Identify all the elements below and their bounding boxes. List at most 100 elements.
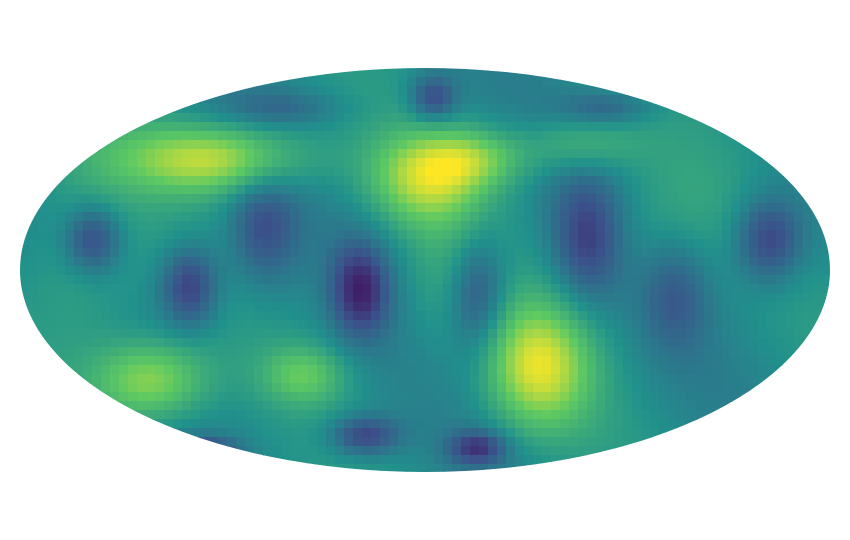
- map-pixel: [389, 257, 399, 267]
- map-pixel: [272, 86, 282, 96]
- map-pixel: [272, 95, 282, 105]
- map-pixel: [812, 257, 822, 267]
- map-pixel: [218, 338, 228, 348]
- map-pixel: [506, 158, 516, 168]
- map-pixel: [20, 248, 30, 258]
- map-pixel: [416, 365, 426, 375]
- map-pixel: [686, 392, 696, 402]
- map-pixel: [416, 374, 426, 384]
- map-pixel: [308, 203, 318, 213]
- map-pixel: [695, 320, 705, 330]
- map-pixel: [722, 356, 732, 366]
- map-pixel: [677, 158, 687, 168]
- map-pixel: [344, 446, 354, 456]
- map-pixel: [308, 365, 318, 375]
- map-pixel: [533, 392, 543, 402]
- map-pixel: [83, 185, 93, 195]
- map-pixel: [407, 446, 417, 456]
- map-pixel: [461, 455, 471, 465]
- map-pixel: [137, 347, 147, 357]
- map-pixel: [209, 392, 219, 402]
- map-pixel: [587, 77, 597, 87]
- map-pixel: [371, 383, 381, 393]
- map-pixel: [317, 383, 327, 393]
- map-pixel: [452, 401, 462, 411]
- map-pixel: [443, 158, 453, 168]
- map-pixel: [605, 95, 615, 105]
- map-pixel: [164, 221, 174, 231]
- map-pixel: [281, 284, 291, 294]
- map-pixel: [173, 248, 183, 258]
- map-pixel: [443, 176, 453, 186]
- map-pixel: [488, 230, 498, 240]
- map-pixel: [281, 374, 291, 384]
- map-pixel: [596, 257, 606, 267]
- map-pixel: [326, 284, 336, 294]
- map-pixel: [515, 365, 525, 375]
- map-pixel: [119, 365, 129, 375]
- map-pixel: [533, 104, 543, 114]
- map-pixel: [695, 383, 705, 393]
- map-pixel: [668, 212, 678, 222]
- map-pixel: [218, 293, 228, 303]
- map-pixel: [560, 329, 570, 339]
- map-pixel: [344, 329, 354, 339]
- map-pixel: [488, 77, 498, 87]
- map-pixel: [254, 104, 264, 114]
- map-pixel: [578, 113, 588, 123]
- map-pixel: [587, 374, 597, 384]
- map-pixel: [461, 131, 471, 141]
- map-pixel: [434, 338, 444, 348]
- map-pixel: [227, 194, 237, 204]
- map-pixel: [227, 158, 237, 168]
- map-pixel: [731, 302, 741, 312]
- map-pixel: [587, 266, 597, 276]
- map-pixel: [740, 365, 750, 375]
- map-pixel: [578, 77, 588, 87]
- map-pixel: [326, 365, 336, 375]
- map-pixel: [290, 419, 300, 429]
- map-pixel: [236, 176, 246, 186]
- map-pixel: [812, 248, 822, 258]
- map-pixel: [542, 293, 552, 303]
- map-pixel: [506, 185, 516, 195]
- map-pixel: [497, 365, 507, 375]
- map-pixel: [218, 347, 228, 357]
- map-pixel: [308, 113, 318, 123]
- map-pixel: [218, 95, 228, 105]
- map-pixel: [731, 284, 741, 294]
- map-pixel: [704, 131, 714, 141]
- map-pixel: [164, 104, 174, 114]
- map-pixel: [614, 239, 624, 249]
- map-pixel: [290, 401, 300, 411]
- map-pixel: [353, 212, 363, 222]
- map-pixel: [191, 95, 201, 105]
- map-pixel: [416, 104, 426, 114]
- map-pixel: [794, 185, 804, 195]
- map-pixel: [713, 383, 723, 393]
- map-pixel: [632, 95, 642, 105]
- map-pixel: [641, 140, 651, 150]
- map-pixel: [641, 293, 651, 303]
- map-pixel: [407, 311, 417, 321]
- map-pixel: [56, 293, 66, 303]
- map-pixel: [587, 329, 597, 339]
- map-pixel: [182, 275, 192, 285]
- map-pixel: [173, 257, 183, 267]
- map-pixel: [209, 221, 219, 231]
- map-pixel: [551, 113, 561, 123]
- map-pixel: [20, 257, 30, 267]
- map-pixel: [101, 293, 111, 303]
- map-pixel: [587, 185, 597, 195]
- map-pixel: [587, 203, 597, 213]
- map-pixel: [128, 239, 138, 249]
- map-pixel: [29, 248, 39, 258]
- map-pixel: [272, 374, 282, 384]
- map-pixel: [281, 140, 291, 150]
- map-pixel: [713, 329, 723, 339]
- map-pixel: [83, 302, 93, 312]
- map-pixel: [362, 392, 372, 402]
- map-pixel: [650, 401, 660, 411]
- map-pixel: [731, 239, 741, 249]
- map-pixel: [299, 365, 309, 375]
